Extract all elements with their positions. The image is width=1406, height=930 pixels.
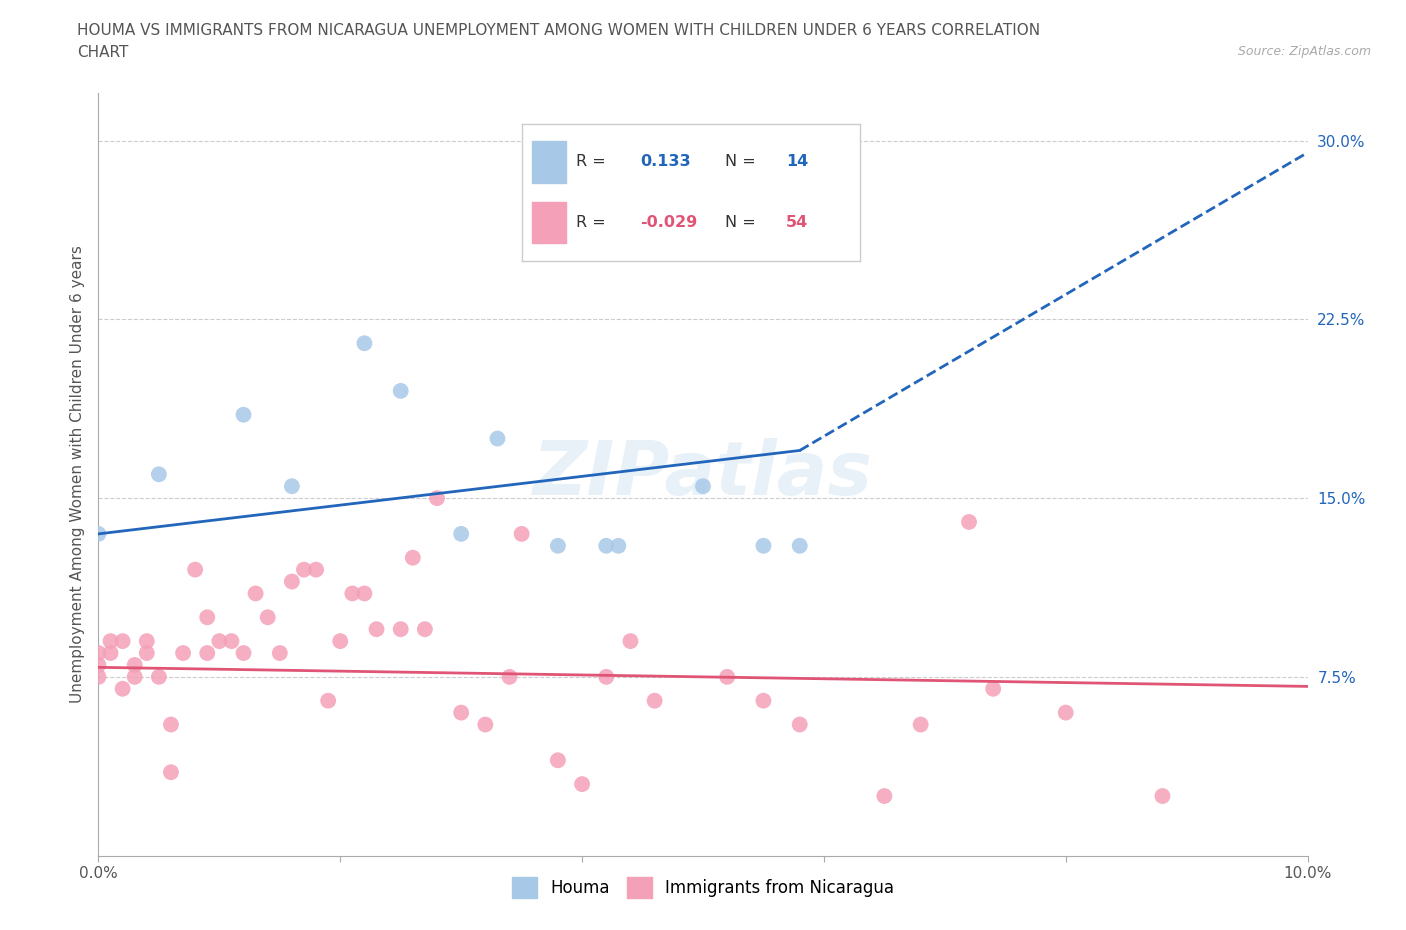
Point: [160, 717, 183, 732]
Point: [342, 586, 364, 601]
Text: CHART: CHART: [77, 45, 129, 60]
Point: [692, 479, 714, 494]
Point: [402, 551, 425, 565]
Point: [366, 622, 388, 637]
Point: [498, 670, 520, 684]
Point: [221, 633, 243, 648]
Point: [486, 432, 509, 446]
Point: [195, 610, 218, 625]
Point: [353, 336, 375, 351]
Point: [450, 705, 472, 720]
Point: [100, 645, 122, 660]
Point: [752, 693, 775, 708]
Point: [1054, 705, 1077, 720]
Point: [716, 670, 738, 684]
Point: [111, 633, 134, 648]
Point: [232, 645, 254, 660]
Point: [305, 562, 328, 577]
Point: [450, 526, 472, 541]
Point: [1152, 789, 1174, 804]
Point: [111, 682, 134, 697]
Point: [184, 562, 207, 577]
Point: [195, 645, 218, 660]
Point: [256, 610, 278, 625]
Text: Source: ZipAtlas.com: Source: ZipAtlas.com: [1237, 45, 1371, 58]
Point: [281, 479, 304, 494]
Point: [100, 633, 122, 648]
Y-axis label: Unemployment Among Women with Children Under 6 years: Unemployment Among Women with Children U…: [69, 246, 84, 703]
Point: [245, 586, 267, 601]
Point: [87, 658, 110, 672]
Text: ZIPatlas: ZIPatlas: [533, 438, 873, 511]
Point: [389, 383, 412, 398]
Point: [160, 764, 183, 779]
Point: [389, 622, 412, 637]
Point: [135, 633, 157, 648]
Point: [426, 491, 449, 506]
Text: HOUMA VS IMMIGRANTS FROM NICARAGUA UNEMPLOYMENT AMONG WOMEN WITH CHILDREN UNDER : HOUMA VS IMMIGRANTS FROM NICARAGUA UNEMP…: [77, 23, 1040, 38]
Point: [124, 658, 146, 672]
Point: [281, 574, 304, 589]
Point: [87, 645, 110, 660]
Point: [510, 526, 533, 541]
Point: [595, 538, 617, 553]
Point: [148, 467, 170, 482]
Point: [607, 538, 630, 553]
Point: [353, 586, 375, 601]
Point: [474, 717, 496, 732]
Point: [873, 789, 896, 804]
Point: [148, 670, 170, 684]
Point: [752, 538, 775, 553]
Point: [547, 538, 569, 553]
Point: [292, 562, 315, 577]
Point: [87, 526, 110, 541]
Point: [595, 670, 617, 684]
Point: [547, 753, 569, 768]
Point: [316, 693, 339, 708]
Point: [172, 645, 194, 660]
Legend: Houma, Immigrants from Nicaragua: Houma, Immigrants from Nicaragua: [505, 870, 901, 905]
Point: [135, 645, 157, 660]
Point: [619, 633, 641, 648]
Point: [789, 717, 811, 732]
Point: [571, 777, 593, 791]
Point: [644, 693, 666, 708]
Point: [329, 633, 352, 648]
Point: [124, 670, 146, 684]
Point: [232, 407, 254, 422]
Point: [789, 538, 811, 553]
Point: [208, 633, 231, 648]
Point: [957, 514, 980, 529]
Point: [413, 622, 436, 637]
Point: [87, 670, 110, 684]
Point: [910, 717, 932, 732]
Point: [269, 645, 291, 660]
Point: [981, 682, 1004, 697]
